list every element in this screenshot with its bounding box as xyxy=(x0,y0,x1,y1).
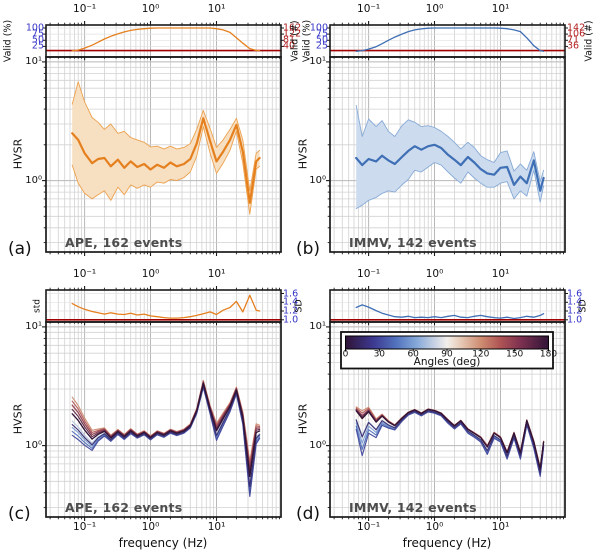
x-tick-label: 10⁰ xyxy=(141,267,160,280)
station-label-a: APE, 162 events xyxy=(65,235,183,250)
colorbar-tick-label: 60 xyxy=(407,349,419,360)
valid-pct-tick-label: 75 xyxy=(315,28,328,40)
strip-left-label-b: Valid (%) xyxy=(301,19,313,63)
valid-pct-tick-label: 50 xyxy=(31,34,44,46)
valid-pct-tick-label: 25 xyxy=(315,40,328,52)
x-tick-label: 10⁻¹ xyxy=(357,2,381,15)
valid-count-tick-label: 71 xyxy=(567,34,580,46)
y-axis-label-a: HVSR xyxy=(11,138,25,170)
y-axis-label-b: HVSR xyxy=(296,138,310,170)
y-axis-label-c: HVSR xyxy=(11,403,25,435)
y-tick-label: 10¹ xyxy=(309,55,326,67)
valid-count-tick-label: 122 xyxy=(283,28,302,40)
x-tick-label: 10¹ xyxy=(207,267,226,280)
strip-right-label-d: SD xyxy=(577,299,589,313)
sd-tick-label: 1.2 xyxy=(567,305,583,317)
panel-letter-c: (c) xyxy=(8,504,31,524)
x-tick-label: 10⁻¹ xyxy=(357,520,381,533)
sd-tick-label: 1.0 xyxy=(283,314,299,326)
strip-left-label-a: Valid (%) xyxy=(2,19,14,63)
valid-count-tick-label: 36 xyxy=(567,40,580,52)
sd-tick-label: 1.2 xyxy=(283,305,299,317)
sd-tick-label: 1.0 xyxy=(567,314,583,326)
colorbar-tick-label: 90 xyxy=(441,349,453,360)
colorbar-tick-label: 0 xyxy=(342,349,349,360)
strip-right-label-a: Valid (#) xyxy=(289,20,301,62)
station-label-d: IMMV, 142 events xyxy=(349,500,477,515)
y-tick-label: 10¹ xyxy=(25,55,42,67)
panel-letter-a: (a) xyxy=(8,239,32,259)
y-tick-label: 10⁰ xyxy=(25,174,42,186)
valid-count-tick-label: 142 xyxy=(567,22,586,34)
strip-right-label-c: SD xyxy=(293,299,305,313)
valid-count-tick-label: 106 xyxy=(567,28,586,40)
x-tick-label: 10⁰ xyxy=(425,267,444,280)
colorbar-label: Angles (deg) xyxy=(413,356,481,368)
colorbar-tick-label: 120 xyxy=(472,349,490,360)
y-axis-label-d: HVSR xyxy=(296,403,310,435)
valid-pct-tick-label: 75 xyxy=(31,28,44,40)
y-tick-label: 10⁰ xyxy=(25,439,42,451)
x-tick-label: 10⁻¹ xyxy=(73,2,97,15)
valid-count-tick-label: 40 xyxy=(283,40,296,52)
y-tick-label: 10⁰ xyxy=(309,439,326,451)
valid-count-tick-label: 162 xyxy=(283,22,302,34)
station-label-b: IMMV, 142 events xyxy=(349,235,477,250)
valid-pct-tick-label: 100 xyxy=(25,22,44,34)
x-tick-label: 10¹ xyxy=(491,520,510,533)
x-tick-label: 10⁻¹ xyxy=(357,267,381,280)
valid-pct-tick-label: 50 xyxy=(315,34,328,46)
strip-right-label-b: Valid (#) xyxy=(583,20,595,62)
x-tick-label: 10⁻¹ xyxy=(73,267,97,280)
colorbar-tick-label: 180 xyxy=(539,349,558,360)
x-tick-label: 10⁻¹ xyxy=(73,520,97,533)
strip-left-label-c: std xyxy=(32,299,43,313)
x-tick-label: 10⁰ xyxy=(141,520,160,533)
station-label-c: APE, 162 events xyxy=(65,500,183,515)
colorbar-tick-label: 30 xyxy=(373,349,386,360)
x-tick-label: 10¹ xyxy=(207,520,226,533)
y-tick-label: 10¹ xyxy=(25,320,42,332)
colorbar-tick-label: 150 xyxy=(506,349,524,360)
x-axis-label-d: frequency (Hz) xyxy=(402,536,492,550)
valid-count-tick-label: 81 xyxy=(283,34,296,46)
sd-tick-label: 1.6 xyxy=(567,287,583,299)
y-tick-label: 10⁰ xyxy=(309,174,326,186)
x-tick-label: 10¹ xyxy=(491,267,510,280)
sd-tick-label: 1.4 xyxy=(567,296,583,308)
y-tick-label: 10¹ xyxy=(309,320,326,332)
valid-pct-tick-label: 100 xyxy=(309,22,328,34)
panel-letter-b: (b) xyxy=(296,239,321,259)
valid-pct-tick-label: 25 xyxy=(31,40,44,52)
sd-tick-label: 1.4 xyxy=(283,296,299,308)
x-tick-label: 10¹ xyxy=(207,2,226,15)
x-tick-label: 10⁰ xyxy=(425,520,444,533)
x-tick-label: 10¹ xyxy=(491,2,510,15)
panel-letter-d: (d) xyxy=(296,504,321,524)
sd-tick-label: 1.6 xyxy=(283,287,299,299)
x-axis-label-c: frequency (Hz) xyxy=(118,536,208,550)
x-tick-label: 10⁰ xyxy=(141,2,160,15)
x-tick-label: 10⁰ xyxy=(425,2,444,15)
